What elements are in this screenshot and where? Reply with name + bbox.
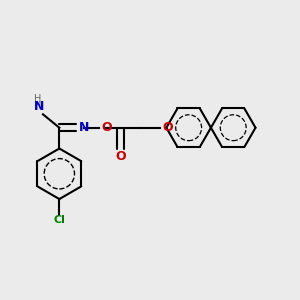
Text: O: O [115, 150, 126, 163]
Text: H: H [34, 101, 41, 111]
Text: O: O [162, 121, 172, 134]
Text: N: N [79, 121, 89, 134]
Text: H: H [34, 94, 41, 104]
Text: N: N [34, 100, 44, 113]
Text: O: O [101, 121, 112, 134]
Text: Cl: Cl [53, 215, 65, 225]
